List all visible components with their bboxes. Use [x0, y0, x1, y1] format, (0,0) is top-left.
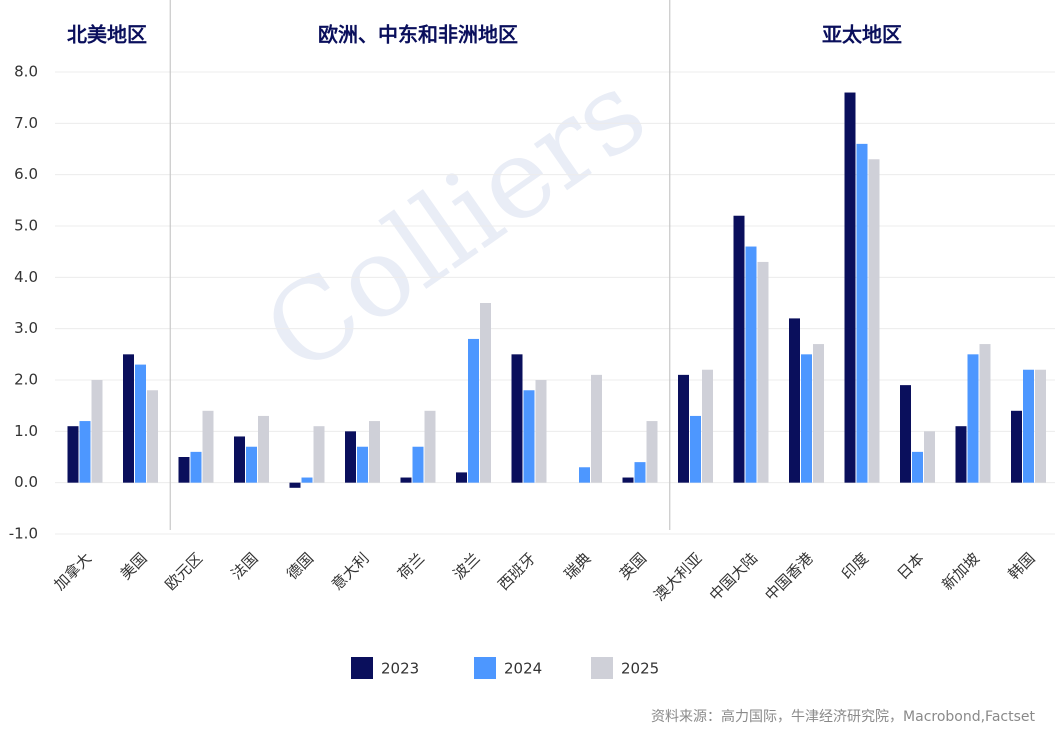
y-tick-label: 7.0: [14, 114, 38, 132]
watermark: Colliers: [242, 47, 668, 399]
x-tick-label: 欧元区: [161, 549, 206, 594]
x-tick-label: 德国: [283, 549, 317, 583]
bar: [900, 385, 911, 483]
bar: [535, 380, 547, 483]
bar: [1011, 410, 1022, 483]
bar: [289, 482, 301, 488]
x-tick-label: 美国: [117, 549, 151, 583]
x-tick-label: 瑞典: [561, 549, 595, 583]
bar: [468, 338, 479, 483]
bar: [345, 431, 356, 483]
bar: [868, 159, 880, 483]
y-tick-label: 5.0: [14, 217, 38, 235]
bar: [147, 390, 158, 483]
bar: [190, 451, 202, 483]
bar: [757, 261, 769, 483]
bar: [690, 415, 701, 483]
x-tick-label: 荷兰: [394, 549, 428, 583]
y-tick-label: 4.0: [14, 268, 38, 286]
bar: [646, 421, 658, 483]
bar: [979, 344, 991, 483]
bar: [844, 92, 856, 483]
x-tick-label: 加拿大: [50, 549, 95, 594]
legend-label: 2024: [504, 660, 542, 678]
region-label: 欧洲、中东和非洲地区: [318, 23, 518, 47]
bar: [246, 446, 257, 483]
bar: [955, 426, 967, 483]
bar: [967, 354, 979, 483]
bar: [745, 246, 757, 483]
y-tick-label: 0.0: [14, 473, 38, 491]
bar: [856, 143, 868, 483]
legend-label: 2023: [381, 660, 419, 678]
legend-label: 2025: [621, 660, 659, 678]
x-tick-label: 新加坡: [938, 549, 983, 594]
legend-swatch: [351, 657, 373, 679]
y-tick-label: 2.0: [14, 371, 38, 389]
bar: [412, 446, 424, 483]
bar: [369, 421, 380, 483]
x-tick-label: 日本: [894, 549, 928, 583]
bar: [91, 380, 103, 483]
bar: [813, 344, 824, 483]
legend-swatch: [474, 657, 496, 679]
bar: [202, 410, 214, 483]
x-tick-label: 意大利: [328, 549, 373, 594]
bar: [400, 477, 412, 483]
bar: [480, 303, 491, 483]
x-tick-label: 中国大陆: [706, 549, 761, 604]
bar: [634, 462, 646, 483]
x-tick-label: 韩国: [1005, 549, 1039, 583]
bar: [178, 457, 190, 483]
source-note: 资料来源：高力国际，牛津经济研究院，Macrobond,Factset: [651, 708, 1035, 725]
bar: [924, 431, 935, 483]
region-label: 北美地区: [67, 23, 147, 47]
bar: [591, 374, 602, 483]
bar: [702, 369, 713, 483]
x-tick-label: 西班牙: [494, 549, 539, 594]
bar: [135, 364, 146, 483]
bar: [357, 446, 368, 483]
bar: [301, 477, 313, 483]
x-tick-label: 法国: [228, 549, 262, 583]
x-tick-label: 中国香港: [761, 549, 816, 604]
y-tick-label: 6.0: [14, 165, 38, 183]
bar: [313, 426, 325, 483]
bar: [622, 477, 634, 483]
bar: [1035, 369, 1046, 483]
bar: [511, 354, 523, 483]
y-tick-label: 8.0: [14, 63, 38, 81]
bar: [523, 390, 535, 483]
bar: [912, 451, 923, 483]
x-tick-label: 英国: [616, 549, 650, 583]
bar: [456, 472, 467, 483]
bar: [234, 436, 245, 483]
bar: [424, 410, 436, 483]
x-tick-label: 波兰: [450, 549, 484, 583]
region-label: 亚太地区: [822, 23, 902, 47]
bar: [579, 467, 590, 483]
x-tick-label: 印度: [838, 549, 872, 583]
bar: [67, 426, 79, 483]
bar: [678, 374, 689, 483]
y-tick-label: -1.0: [9, 525, 38, 543]
bar: [801, 354, 812, 483]
bar: [1023, 369, 1034, 483]
bar: [789, 318, 800, 483]
bar: [733, 215, 745, 483]
bar: [123, 354, 134, 483]
legend-swatch: [591, 657, 613, 679]
x-tick-label: 澳大利亚: [650, 549, 705, 604]
y-tick-label: 1.0: [14, 422, 38, 440]
bar: [258, 415, 269, 483]
bar: [79, 421, 91, 483]
y-tick-label: 3.0: [14, 319, 38, 337]
